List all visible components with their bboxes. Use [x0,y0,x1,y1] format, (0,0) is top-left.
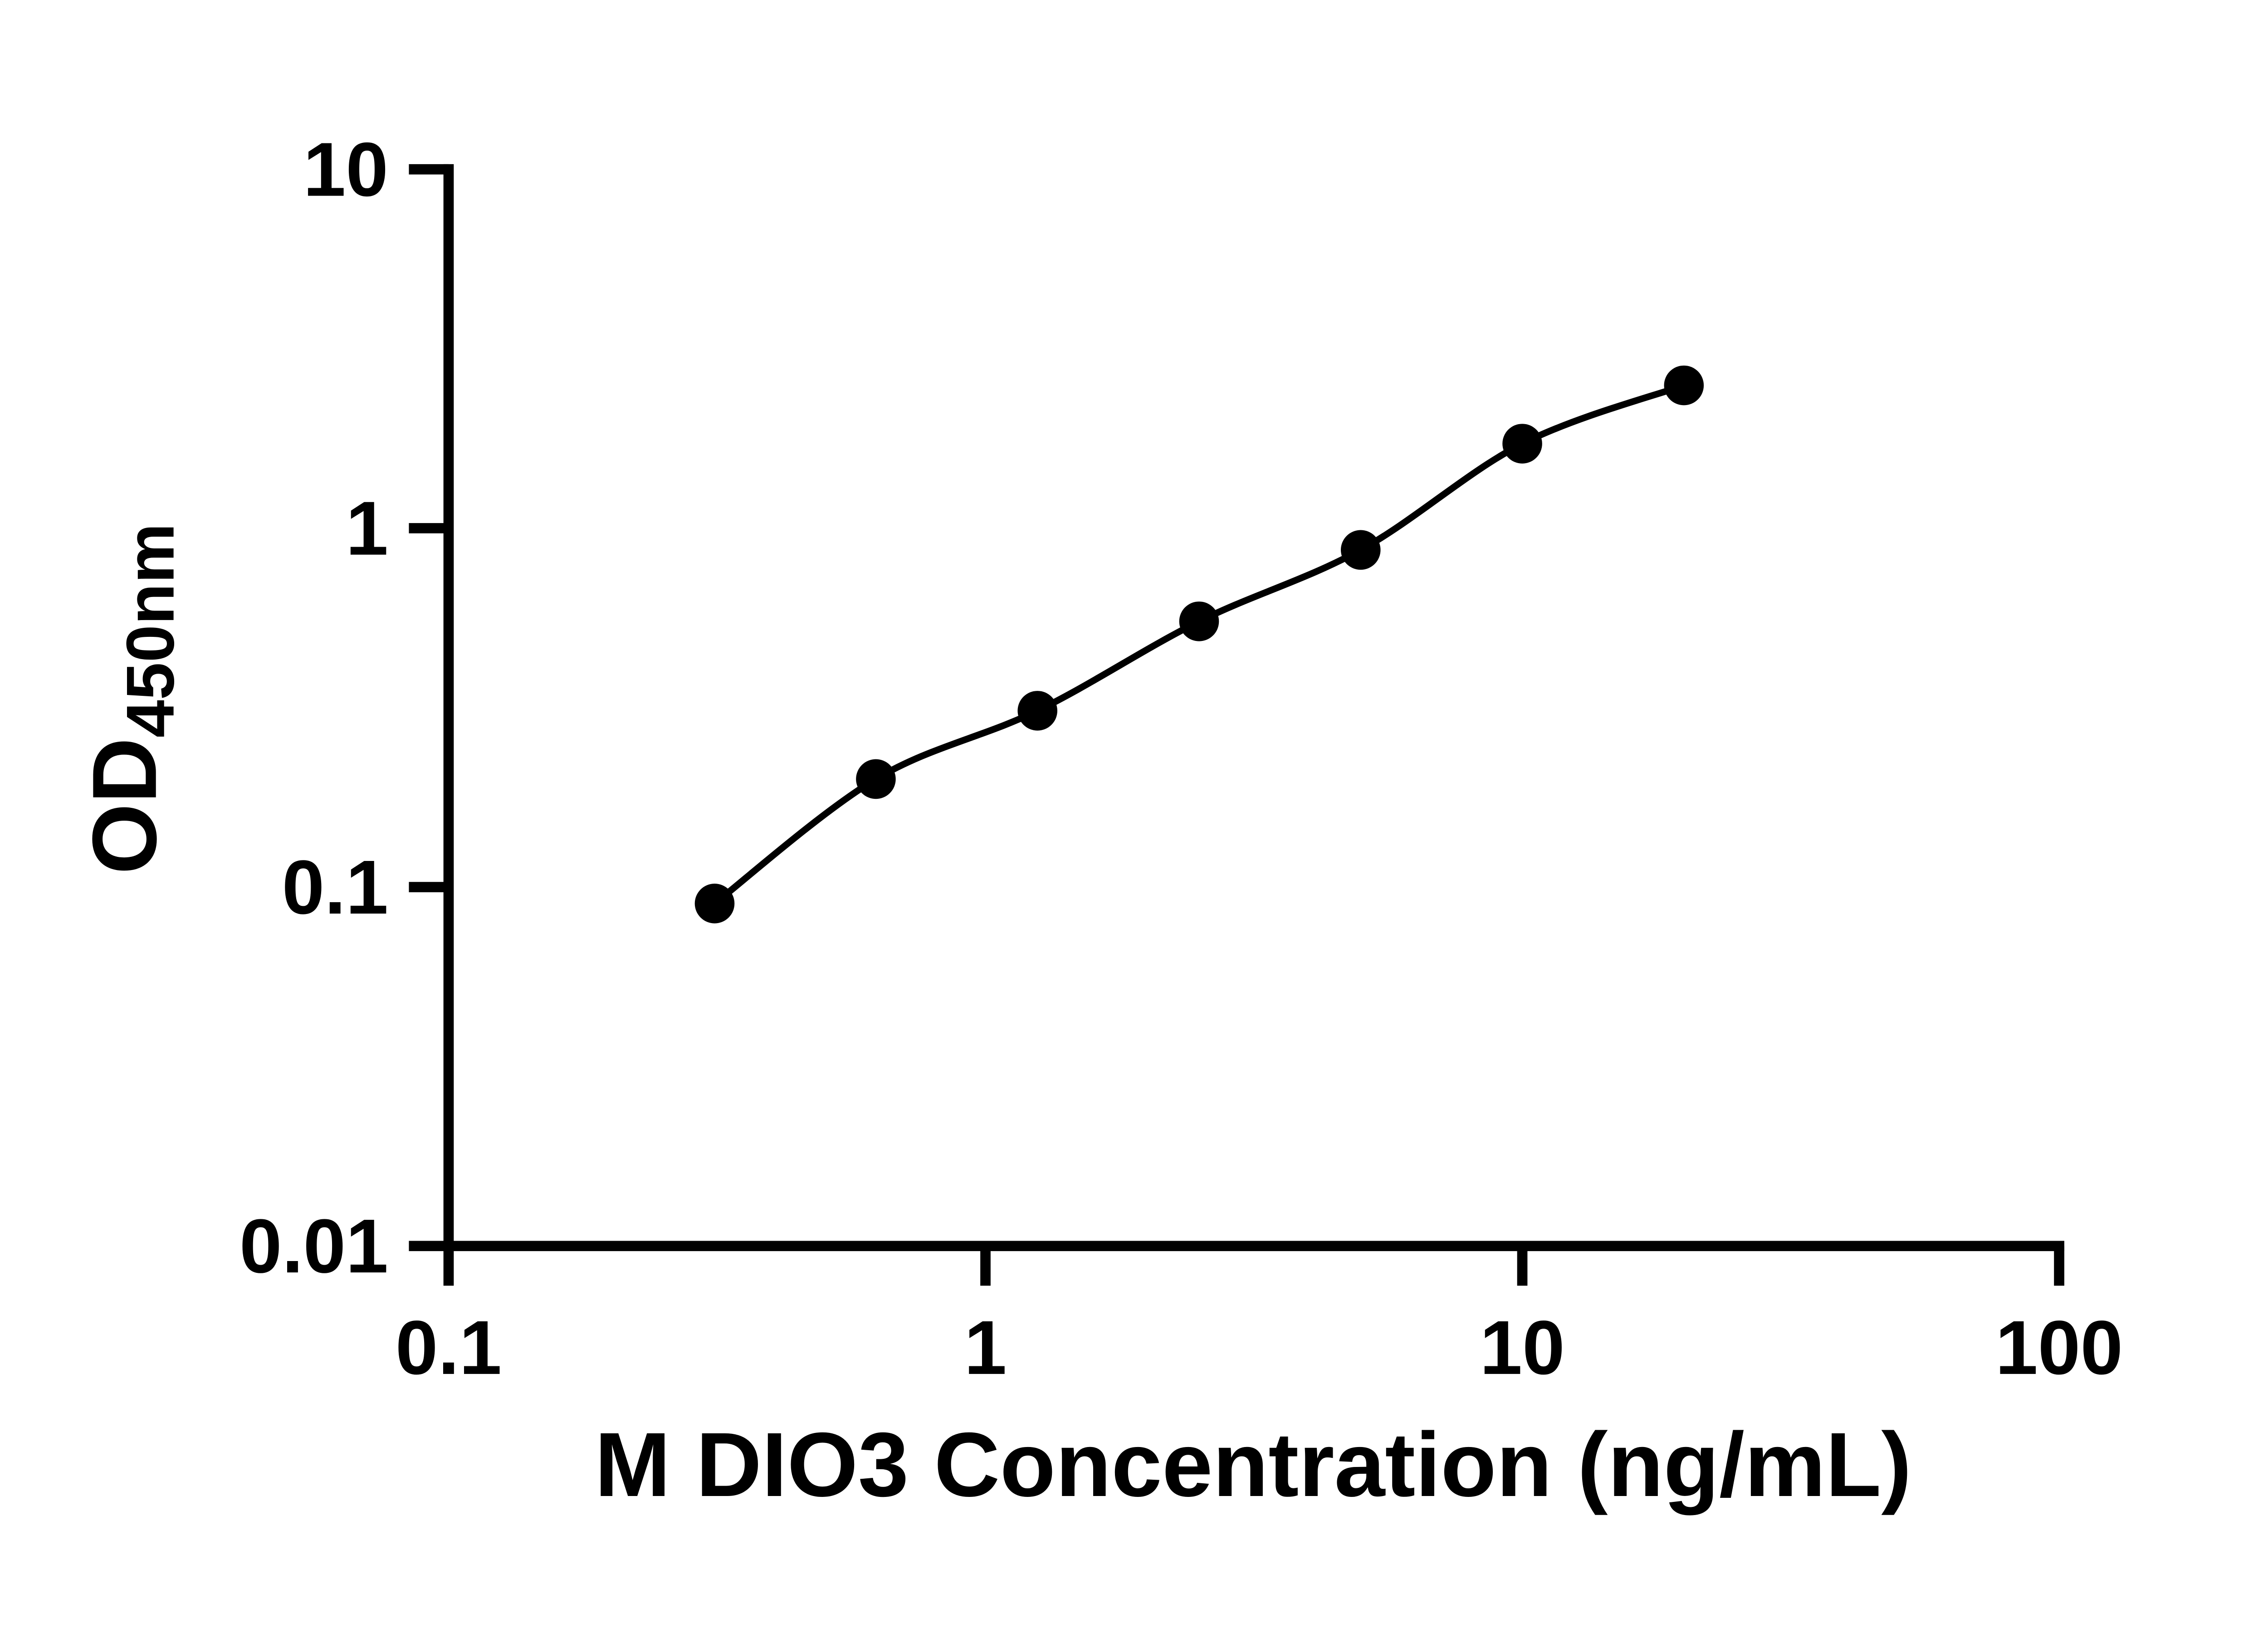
data-point [694,884,735,924]
fit-curve [713,382,1685,906]
axis-line [443,164,2064,1252]
y-tick-label: 0.01 [240,1203,388,1289]
y-tick-label: 10 [303,127,388,212]
data-point [1340,530,1381,570]
x-tick-label: 10 [1480,1305,1565,1390]
data-point [1664,365,1704,406]
tick-marks [409,164,2064,1286]
data-point [856,759,896,799]
data-point [1502,424,1542,464]
x-tick-label: 1 [964,1305,1007,1390]
x-tick-label: 0.1 [396,1305,502,1390]
y-tick-label: 1 [346,485,388,571]
x-tick-label: 100 [1995,1305,2123,1390]
y-axis-title: OD450nm [73,523,188,875]
data-point [1017,691,1057,731]
plot-area [694,365,1704,924]
y-tick-label: 0.1 [282,844,388,930]
data-point [1179,601,1219,641]
x-axis-title: M DIO3 Concentration (ng/mL) [595,1413,1911,1516]
axes [443,164,2064,1252]
